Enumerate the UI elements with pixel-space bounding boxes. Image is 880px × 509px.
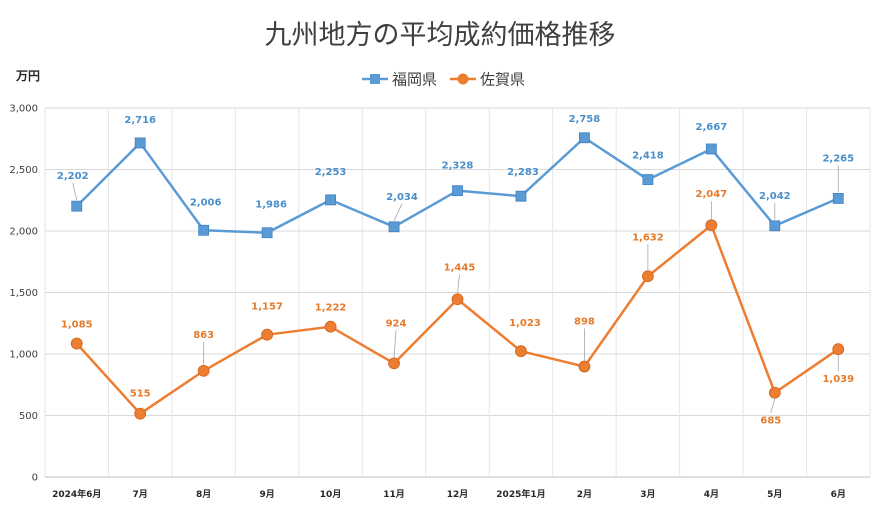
y-tick-label: 2,000: [9, 227, 38, 238]
y-axis-ticks: 0 500 1,000 1,500 2,000 2,500 3,000: [9, 104, 38, 484]
x-tick-label: 8月: [196, 489, 211, 500]
data-point-circle: [705, 219, 718, 232]
data-label: 1,445: [444, 262, 476, 273]
data-point-circle: [641, 270, 654, 283]
leader-line: [393, 203, 403, 221]
leader-line: [457, 274, 460, 294]
x-tick-label: 6月: [831, 489, 846, 500]
x-tick-label: 7月: [133, 489, 148, 500]
x-tick-label: 12月: [447, 489, 469, 500]
data-point-square: [388, 221, 400, 233]
data-label: 2,047: [696, 189, 728, 200]
label-leader-lines: [72, 165, 839, 413]
data-label: 1,986: [255, 200, 287, 211]
x-axis-ticks: 2024年6月 7月 8月 9月 10月 11月 12月 2025年1月 2月 3月 4月 5月 6月: [52, 488, 846, 500]
data-point-square: [832, 193, 844, 204]
y-tick-label: 3,000: [9, 104, 38, 115]
data-label: 2,667: [696, 122, 728, 133]
leader-line: [393, 330, 397, 358]
data-point-square: [642, 174, 654, 185]
data-point-square: [325, 194, 336, 206]
data-label: 2,328: [442, 161, 474, 172]
x-tick-label: 3月: [640, 489, 655, 500]
data-label: 2,006: [190, 197, 222, 208]
leader-line: [770, 398, 776, 413]
y-tick-label: 1,500: [9, 288, 38, 299]
data-point-circle: [768, 386, 781, 399]
legend: 福岡県 佐賀県: [362, 71, 525, 89]
series-line-1: [75, 223, 839, 415]
data-label: 1,023: [509, 318, 541, 329]
data-point-circle: [134, 407, 147, 420]
y-tick-label: 0: [32, 473, 38, 484]
data-label: 2,253: [315, 167, 347, 178]
legend-label-1: 佐賀県: [480, 71, 525, 89]
chart-title: 九州地方の平均成約価格推移: [265, 20, 616, 51]
x-tick-label: 9月: [259, 489, 274, 500]
legend-label-0: 福岡県: [392, 71, 437, 89]
data-label: 2,202: [57, 171, 89, 182]
data-point-square: [515, 190, 527, 202]
data-label: 685: [760, 416, 781, 427]
data-point-circle: [261, 328, 274, 341]
x-tick-label: 5月: [767, 489, 782, 500]
data-label: 1,157: [251, 302, 283, 313]
data-label: 1,085: [61, 320, 93, 331]
y-axis-unit: 万円: [15, 69, 40, 83]
data-labels: 2,202 2,716 2,006 1,986 2,253 2,034 2,328 2,283…: [57, 114, 854, 427]
x-tick-label: 2月: [577, 489, 592, 500]
data-point-circle: [70, 337, 83, 350]
x-tick-label: 10月: [320, 489, 342, 500]
data-label: 898: [574, 317, 595, 328]
data-point-circle: [197, 364, 210, 377]
x-tick-label: 2025年1月: [496, 488, 545, 500]
data-point-square: [452, 185, 463, 197]
data-point-square: [261, 227, 273, 239]
data-point-square: [579, 132, 590, 144]
data-label: 2,265: [822, 153, 854, 164]
series-group: [70, 132, 845, 420]
y-tick-label: 2,500: [9, 165, 38, 176]
data-label: 1,632: [632, 232, 664, 243]
data-label: 515: [130, 389, 151, 400]
leader-line: [72, 183, 78, 201]
legend-marker-square: [370, 74, 380, 84]
data-label: 1,039: [822, 374, 854, 385]
data-label: 2,758: [569, 114, 601, 125]
data-point-circle: [515, 345, 527, 358]
data-label: 1,222: [315, 303, 347, 314]
legend-marker-circle: [457, 73, 469, 85]
data-point-square: [769, 220, 781, 232]
data-point-square: [134, 137, 146, 149]
data-point-circle: [388, 357, 400, 370]
data-point-circle: [832, 343, 845, 356]
data-label: 2,716: [124, 115, 156, 126]
data-label: 924: [386, 318, 407, 329]
data-label: 2,042: [759, 191, 791, 202]
x-tick-label: 4月: [704, 489, 719, 500]
data-label: 863: [193, 330, 214, 341]
data-point-square: [71, 200, 83, 212]
data-point-circle: [324, 320, 337, 333]
y-tick-label: 1,000: [9, 350, 38, 361]
data-label: 2,034: [386, 192, 418, 203]
y-tick-label: 500: [19, 411, 38, 422]
data-point-square: [198, 224, 210, 236]
data-point-circle: [578, 360, 591, 373]
series-line-0: [75, 136, 839, 234]
data-label: 2,283: [507, 167, 539, 178]
x-tick-label: 11月: [383, 489, 405, 500]
data-point-square: [705, 143, 717, 155]
data-point-circle: [451, 293, 464, 306]
data-label: 2,418: [632, 151, 664, 162]
x-tick-label: 2024年6月: [52, 488, 101, 500]
